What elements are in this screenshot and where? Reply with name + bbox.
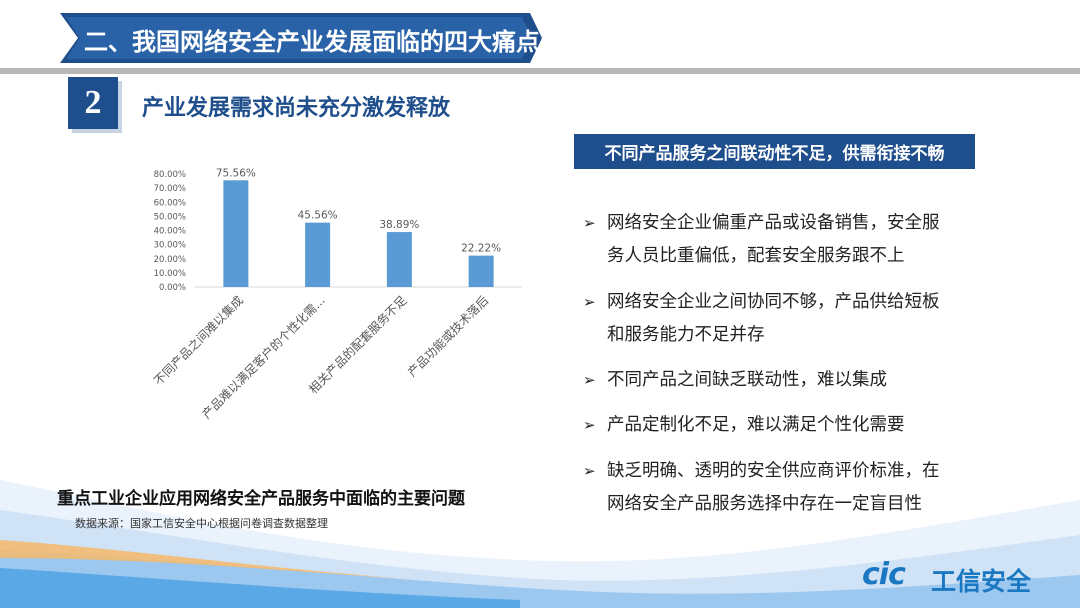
header-banner	[60, 13, 542, 63]
arrow-bullet-icon: ➢	[583, 214, 596, 232]
bar-chart: 0.00% 10.00% 20.00% 30.00% 40.00% 50.00% 60.00…	[151, 167, 522, 422]
y-tick-label: 20.00%	[154, 255, 186, 265]
bullet-text: 和服务能力不足并存	[607, 325, 765, 345]
bullet-item: ➢ 网络安全企业偏重产品或设备销售，安全服 务人员比重偏低，配套安全服务跟不上	[583, 207, 983, 273]
bullet-item: ➢ 产品定制化不足，难以满足个性化需要	[583, 409, 983, 442]
bullet-item: ➢ 网络安全企业之间协同不够，产品供给短板 和服务能力不足并存	[583, 286, 983, 352]
y-tick-label: 30.00%	[154, 241, 186, 251]
decorative-waves	[0, 480, 1080, 608]
bullet-text: 网络安全产品服务选择中存在一定盲目性	[607, 494, 922, 514]
bullet-text: 网络安全企业之间协同不够，产品供给短板	[607, 292, 940, 312]
bullet-text: 网络安全企业偏重产品或设备销售，安全服	[607, 213, 940, 233]
bar	[305, 222, 331, 287]
category-label: 产品功能或技术落后	[405, 293, 491, 379]
arrow-bullet-icon: ➢	[583, 462, 596, 480]
y-tick-label: 10.00%	[154, 269, 186, 279]
bullet-text: 缺乏明确、透明的安全供应商评价标准，在	[607, 461, 940, 481]
logo-name: 工信安全	[931, 567, 1032, 596]
y-tick-label: 70.00%	[154, 184, 186, 194]
data-label: 45.56%	[298, 210, 338, 222]
header-title: 二、我国网络安全产业发展面临的四大痛点	[84, 28, 540, 56]
bar	[468, 255, 494, 287]
bullet-text: 务人员比重偏低，配套安全服务跟不上	[607, 246, 905, 266]
data-label: 38.89%	[379, 219, 419, 231]
y-tick-label: 40.00%	[154, 227, 186, 237]
chart-caption: 重点工业企业应用网络安全产品服务中面临的主要问题	[57, 489, 465, 509]
y-tick-label: 80.00%	[154, 170, 186, 180]
panel-heading: 不同产品服务之间联动性不足，供需衔接不畅	[574, 134, 975, 169]
y-tick-label: 50.00%	[154, 212, 186, 222]
data-label: 75.56%	[216, 167, 256, 179]
bullet-text: 产品定制化不足，难以满足个性化需要	[607, 415, 905, 435]
y-tick-label: 60.00%	[154, 198, 186, 208]
section-number: 2	[68, 77, 118, 129]
section-title: 产业发展需求尚未充分激发释放	[142, 96, 451, 121]
bullet-item: ➢ 缺乏明确、透明的安全供应商评价标准，在 网络安全产品服务选择中存在一定盲目性	[583, 455, 983, 521]
data-source: 数据来源：国家工信安全中心根据问卷调查数据整理	[75, 517, 328, 530]
y-tick-label: 0.00%	[159, 283, 186, 293]
data-label: 22.22%	[461, 243, 501, 255]
arrow-bullet-icon: ➢	[583, 371, 596, 389]
arrow-bullet-icon: ➢	[583, 293, 596, 311]
cic-logo: cic	[862, 557, 906, 592]
bar	[223, 180, 249, 287]
bullet-text: 不同产品之间缺乏联动性，难以集成	[607, 370, 887, 390]
bullet-item: ➢ 不同产品之间缺乏联动性，难以集成	[583, 364, 983, 397]
arrow-bullet-icon: ➢	[583, 416, 596, 434]
header-divider	[0, 68, 1080, 74]
bar	[386, 232, 412, 287]
category-label: 不同产品之间难以集成	[151, 293, 246, 388]
